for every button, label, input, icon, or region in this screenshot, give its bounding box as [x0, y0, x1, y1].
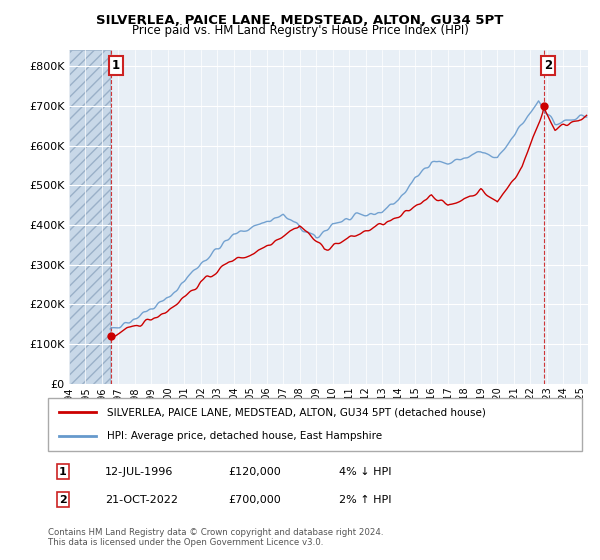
Text: 1: 1 [59, 466, 67, 477]
Text: Contains HM Land Registry data © Crown copyright and database right 2024.
This d: Contains HM Land Registry data © Crown c… [48, 528, 383, 547]
Text: 21-OCT-2022: 21-OCT-2022 [105, 494, 178, 505]
Text: £700,000: £700,000 [228, 494, 281, 505]
Bar [69, 50, 110, 384]
Text: HPI: Average price, detached house, East Hampshire: HPI: Average price, detached house, East… [107, 431, 382, 441]
Text: 2% ↑ HPI: 2% ↑ HPI [339, 494, 391, 505]
Text: 1: 1 [112, 59, 120, 72]
FancyBboxPatch shape [48, 398, 582, 451]
Text: 12-JUL-1996: 12-JUL-1996 [105, 466, 173, 477]
Bar [69, 50, 110, 384]
Text: 2: 2 [544, 59, 553, 72]
Text: Price paid vs. HM Land Registry's House Price Index (HPI): Price paid vs. HM Land Registry's House … [131, 24, 469, 37]
Text: SILVERLEA, PAICE LANE, MEDSTEAD, ALTON, GU34 5PT: SILVERLEA, PAICE LANE, MEDSTEAD, ALTON, … [97, 14, 503, 27]
Text: £120,000: £120,000 [228, 466, 281, 477]
Text: 4% ↓ HPI: 4% ↓ HPI [339, 466, 391, 477]
Text: SILVERLEA, PAICE LANE, MEDSTEAD, ALTON, GU34 5PT (detached house): SILVERLEA, PAICE LANE, MEDSTEAD, ALTON, … [107, 408, 485, 418]
Text: 2: 2 [59, 494, 67, 505]
